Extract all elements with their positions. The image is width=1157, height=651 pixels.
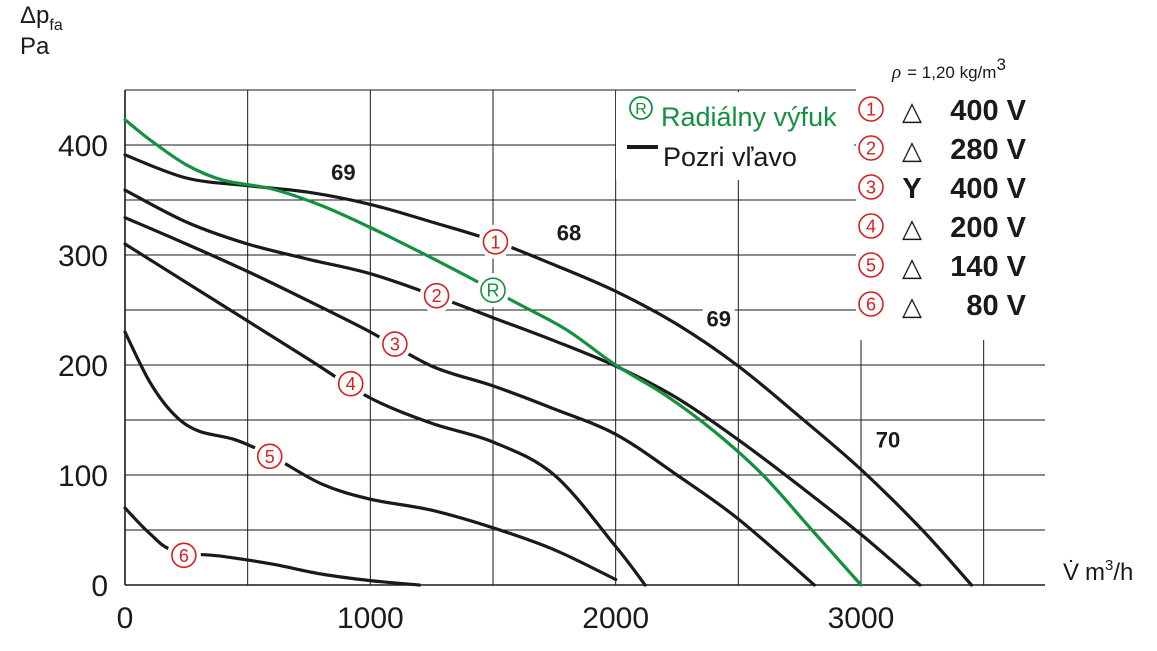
legend-radial-label: Radiálny výfuk: [661, 102, 837, 132]
legend-voltage-marker-text: 1: [866, 100, 876, 120]
x-tick-label: 2000: [582, 602, 649, 635]
legend-voltage-3: 3 Y 400 V: [858, 173, 1027, 205]
legend-voltage-5: 5 △ 140 V: [858, 251, 1027, 283]
legend-voltage-6: 6 △ 80 V: [858, 290, 1027, 322]
legend-voltage-label: 400 V: [950, 173, 1026, 205]
series-marker-4: [337, 370, 364, 397]
legend-voltage-label: 400 V: [950, 95, 1026, 127]
legend-voltage-label: 280 V: [950, 134, 1026, 166]
series-marker-text-2: 2: [432, 286, 442, 306]
legend-voltage-marker-text: 3: [866, 178, 876, 198]
series: [123, 118, 973, 587]
legend-connection-symbol: △: [902, 214, 922, 244]
legend-connection-symbol: △: [902, 292, 922, 322]
y-axis-unit: Pa: [20, 33, 50, 60]
legend-voltage-marker: [858, 174, 884, 200]
series-marker-text-5: 5: [265, 447, 275, 467]
y-tick-label: 100: [58, 460, 108, 493]
series-marker-3: [382, 331, 408, 357]
annotation-bg: [327, 160, 360, 184]
legend-voltage-2: 2 △ 280 V: [858, 134, 1027, 166]
legend-connection-symbol: △: [902, 97, 922, 127]
legend-voltage-marker: [858, 213, 884, 239]
series-marker-text-6: 6: [179, 546, 189, 566]
legend-voltage-marker: [858, 96, 884, 122]
legend-left-bg: [616, 92, 854, 180]
series-line-4: [123, 242, 647, 587]
y-axis-label: Δpfa: [20, 2, 63, 34]
legend-right-bg: [856, 56, 1046, 340]
density-note: ρ = 1,20 kg/m3: [891, 55, 1006, 83]
annotation-label: 69: [706, 306, 730, 331]
legend-item-radial: R Radiálny výfuk: [629, 96, 837, 132]
legend-voltage-marker: [858, 291, 884, 317]
legend-voltage-label: 80 V: [966, 290, 1026, 322]
series-line-5: [123, 330, 618, 582]
legend-voltage-marker-text: 6: [866, 295, 876, 315]
voltage-legend: 1 △ 400 V 2 △ 280 V 3 Y 400 V 4 △ 200 V 5 △ 140 V 6 △ 80 …: [858, 95, 1027, 322]
y-tick-label: 0: [91, 570, 108, 603]
annotations: 69 68 69 70: [327, 160, 904, 452]
legend-item-see-left: Pozri vľavo: [627, 142, 797, 172]
annotation-label: 68: [557, 221, 581, 246]
series-marker-5: [256, 443, 283, 470]
annotation-bg: [553, 220, 586, 245]
legend-voltage-marker-text: 2: [866, 139, 876, 159]
series-marker-6: [171, 542, 197, 569]
legend-voltage-label: 140 V: [950, 251, 1026, 283]
x-tick-label: 3000: [828, 602, 895, 635]
legend-voltage-marker-text: 5: [866, 256, 876, 276]
legend-voltage-4: 4 △ 200 V: [858, 212, 1027, 244]
series-marker-text-1: 1: [490, 232, 500, 252]
series-markers: 1 2 3 4 5 6 R: [166, 224, 513, 573]
x-axis-label: V̇ m3/h: [1063, 557, 1133, 586]
legend-voltage-marker: [858, 135, 884, 161]
series-marker-R: [480, 277, 506, 304]
legend-voltage-marker: [858, 252, 884, 278]
y-tick-label: 200: [58, 350, 108, 383]
series-line-R: [123, 118, 863, 587]
legend-voltage-1: 1 △ 400 V: [858, 95, 1027, 127]
series-marker-1: [482, 229, 509, 255]
series-marker-text-4: 4: [346, 374, 356, 394]
tick-labels: 0 1000 2000 3000 0 100 200 300 400: [58, 130, 894, 635]
legend-connection-symbol: Y: [902, 173, 921, 205]
series-line-3: [123, 216, 816, 587]
legend-connection-symbol: △: [902, 253, 922, 283]
legend-connection-symbol: △: [902, 136, 922, 166]
series-line-6: [123, 506, 421, 587]
series-marker-text-R: R: [487, 281, 500, 301]
annotation-bg: [871, 427, 904, 452]
annotation-label: 69: [331, 160, 355, 185]
x-tick-label: 1000: [337, 602, 404, 635]
annotation-label: 70: [876, 427, 900, 452]
series-marker-text-3: 3: [390, 335, 400, 355]
y-tick-label: 400: [58, 130, 108, 163]
series-marker-2: [423, 282, 450, 309]
series-line-2: [123, 188, 922, 587]
legend-voltage-label: 200 V: [950, 212, 1026, 244]
y-tick-label: 300: [58, 240, 108, 273]
annotation-bg: [702, 306, 735, 331]
legend-r-marker-text: R: [635, 101, 647, 118]
x-tick-label: 0: [117, 602, 134, 635]
legend-see-left-label: Pozri vľavo: [663, 142, 797, 172]
legend-r-marker: [629, 96, 653, 120]
legend-voltage-marker-text: 4: [866, 217, 876, 237]
